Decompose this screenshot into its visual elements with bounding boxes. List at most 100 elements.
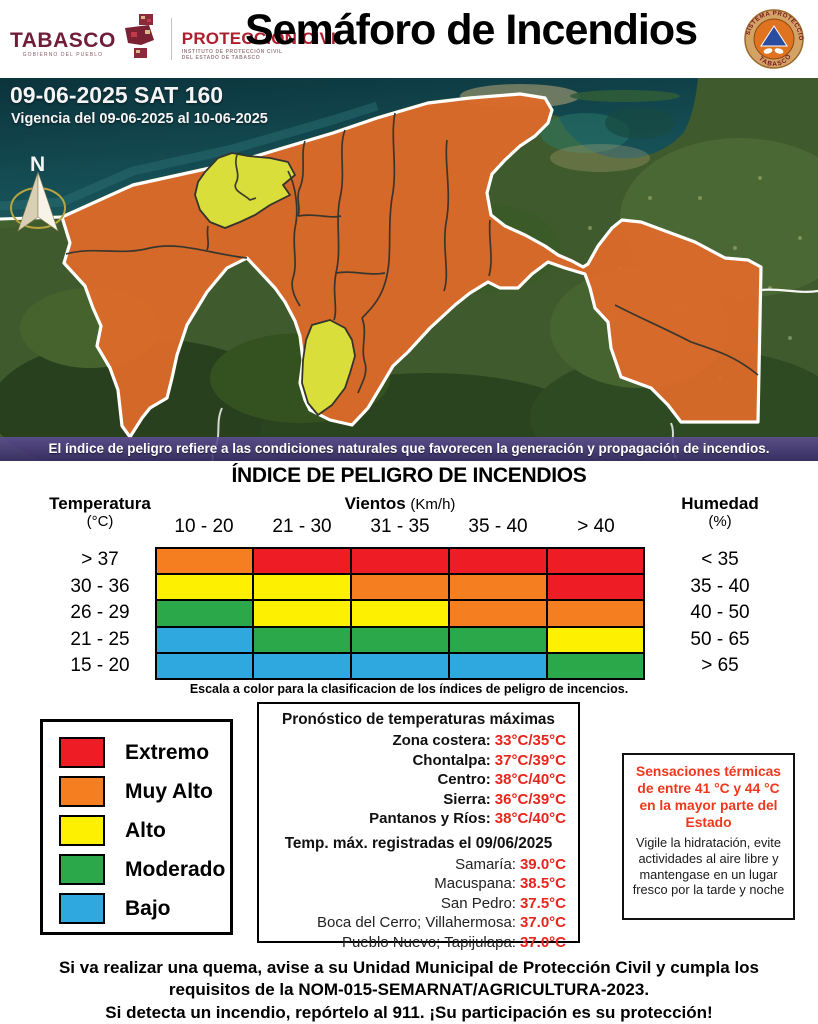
forecast-row: Centro: 38°C/40°C: [269, 770, 568, 790]
sea: [0, 78, 698, 219]
temp-row-label: 30 - 36: [70, 575, 130, 597]
map-caption-bar: El índice de peligro refiere a las condi…: [0, 437, 818, 461]
wind-range-label: 31 - 35: [370, 516, 430, 537]
grid-cell-orange: [547, 600, 645, 627]
forecast-row: Macuspana: 38.5°C: [269, 874, 568, 894]
temp-row-label: 26 - 29: [70, 602, 130, 624]
grid-cell-green: [351, 626, 449, 653]
temperature-header: Temperatura (°C): [45, 495, 155, 531]
forecast-zone-list: Zona costera: 33°C/35°C Chontalpa: 37°C/39°…: [269, 731, 568, 829]
forecast-row-value: 38°C/40°C: [494, 810, 566, 827]
forecast-row-value: 33°C/35°C: [494, 732, 566, 749]
forecast-box: Pronóstico de temperaturas máximas Zona …: [257, 702, 580, 951]
grid-cell-green: [449, 626, 547, 653]
forecast-row-label: Pueblo Nuevo; Tapijulapa:: [341, 933, 516, 951]
forecast-row: Samaría: 39.0°C: [269, 855, 568, 875]
footer-advisory: Si va realizar una quema, avise a su Uni…: [0, 957, 818, 1024]
recorded-temp-list: Samaría: 39.0°C Macuspana: 38.5°C San Pedro:…: [269, 855, 568, 953]
grid-cell-yellow: [253, 573, 351, 600]
tabasco-map-svg: N: [0, 78, 818, 461]
forecast-row: San Pedro: 37.5°C: [269, 894, 568, 914]
north-label: N: [30, 153, 45, 176]
legend-item: Bajo: [43, 889, 230, 928]
humidity-unit: (%): [708, 513, 732, 530]
forecast-row-label: Centro:: [437, 771, 491, 788]
heat-warning-box: Sensaciones térmicas de entre 41 °C y 44…: [622, 753, 795, 920]
legend-label: Alto: [125, 818, 166, 842]
forecast-row-value: 37°C/39°C: [494, 751, 566, 769]
alto-region-north: [194, 152, 296, 229]
humidity-row-label: 50 - 65: [690, 628, 750, 650]
legend-swatch: [59, 854, 105, 885]
legend-swatch: [59, 776, 105, 807]
map-vigencia-label: Vigencia del 09-06-2025 al 10-06-2025: [11, 111, 268, 127]
forecast-row-value: 38°C/40°C: [494, 771, 566, 788]
legend-item: Moderado: [43, 850, 230, 889]
north-arrow-icon: N: [10, 153, 66, 232]
civil-protection-seal-icon: SISTEMA PROTECCIÓN CIVIL TABASCO: [742, 6, 805, 69]
fire-index-grid: > 37 < 35 30 - 36 35 - 40 26 - 29 40 - 50 21 -…: [45, 547, 795, 680]
proteccion-civil-subtitle: INSTITUTO DE PROTECCIÓN CIVIL DEL ESTADO…: [182, 49, 347, 61]
forecast-row-label: Samaría:: [455, 855, 516, 873]
temp-row-label: 15 - 20: [70, 655, 130, 677]
grid-cell-red: [253, 547, 351, 574]
forecast-row-label: Chontalpa:: [412, 751, 491, 769]
grid-cell-orange: [155, 547, 253, 574]
forecast-row-value: 36°C/39°C: [494, 790, 566, 808]
footer-line-2: requisitos de la NOM-015-SEMARNAT/AGRICU…: [168, 980, 650, 1000]
forecast-row-value: 37.5°C: [519, 894, 566, 912]
forecast-row-value: 37.0°C: [519, 914, 566, 931]
legend-label: Moderado: [125, 857, 226, 881]
wind-range-label: 35 - 40: [468, 516, 528, 537]
forecast-row-label: Boca del Cerro; Villahermosa:: [316, 914, 516, 931]
risk-legend: Extremo Muy Alto Alto Moderado Bajo: [40, 719, 233, 935]
temperature-unit: (°C): [86, 513, 114, 530]
grid-cell-green: [547, 653, 645, 680]
pc-subtitle-line2: DEL ESTADO DE TABASCO: [181, 54, 261, 61]
humidity-row-label: 35 - 40: [690, 575, 750, 597]
grid-cell-red: [351, 547, 449, 574]
brand-group: TABASCO GOBIERNO DEL PUEBLO PROTECCIÓN C…: [10, 10, 347, 68]
legend-item: Extremo: [43, 733, 230, 772]
recorded-title: Temp. máx. registradas el 09/06/2025: [284, 834, 553, 852]
winds-header: Vientos (Km/h): [155, 494, 645, 514]
forecast-row: Sierra: 36°C/39°C: [269, 790, 568, 810]
tabasco-logo: TABASCO GOBIERNO DEL PUEBLO: [10, 30, 116, 58]
forecast-row: Pueblo Nuevo; Tapijulapa: 37.0°C: [269, 933, 568, 953]
forecast-row: Zona costera: 33°C/35°C: [269, 731, 568, 751]
grid-cell-blue: [155, 626, 253, 653]
legend-label: Muy Alto: [125, 779, 213, 803]
grid-cell-orange: [351, 573, 449, 600]
forecast-row-label: San Pedro:: [440, 894, 516, 912]
grid-cell-red: [547, 547, 645, 574]
map-date-label: 09-06-2025 SAT 160: [10, 82, 224, 108]
grid-cell-yellow: [253, 600, 351, 627]
table-caption: Escala a color para la clasificacion de …: [189, 682, 629, 696]
alto-region-south: [301, 319, 356, 416]
winds-label: Vientos: [344, 494, 406, 513]
grid-cell-blue: [155, 653, 253, 680]
legend-item: Muy Alto: [43, 772, 230, 811]
proteccion-civil-title: PROTECCIÓN CIVIL: [181, 28, 347, 48]
forecast-row: Pantanos y Ríos: 38°C/40°C: [269, 809, 568, 829]
forecast-row-value: 38.5°C: [519, 875, 566, 892]
wind-range-row: 10 - 20 21 - 30 31 - 35 35 - 40 > 40: [155, 516, 645, 538]
legend-swatch: [59, 893, 105, 924]
forecast-row: Chontalpa: 37°C/39°C: [269, 751, 568, 771]
forecast-row: Boca del Cerro; Villahermosa: 37.0°C: [269, 913, 568, 933]
wind-range-label: 10 - 20: [174, 516, 234, 537]
grid-cell-blue: [253, 653, 351, 680]
tabasco-subtitle: GOBIERNO DEL PUEBLO: [22, 51, 104, 58]
legend-label: Extremo: [125, 740, 210, 764]
forecast-title: Pronóstico de temperaturas máximas: [282, 711, 555, 728]
legend-swatch: [59, 815, 105, 846]
humidity-row-label: > 65: [701, 655, 739, 677]
divider: [170, 18, 172, 60]
index-table-title: ÍNDICE DE PELIGRO DE INCENDIOS: [231, 464, 587, 487]
wind-range-label: > 40: [577, 516, 615, 537]
forecast-row-label: Pantanos y Ríos:: [369, 810, 491, 827]
temperature-label: Temperatura: [49, 494, 151, 513]
grid-cell-red: [547, 573, 645, 600]
grid-cell-orange: [449, 600, 547, 627]
